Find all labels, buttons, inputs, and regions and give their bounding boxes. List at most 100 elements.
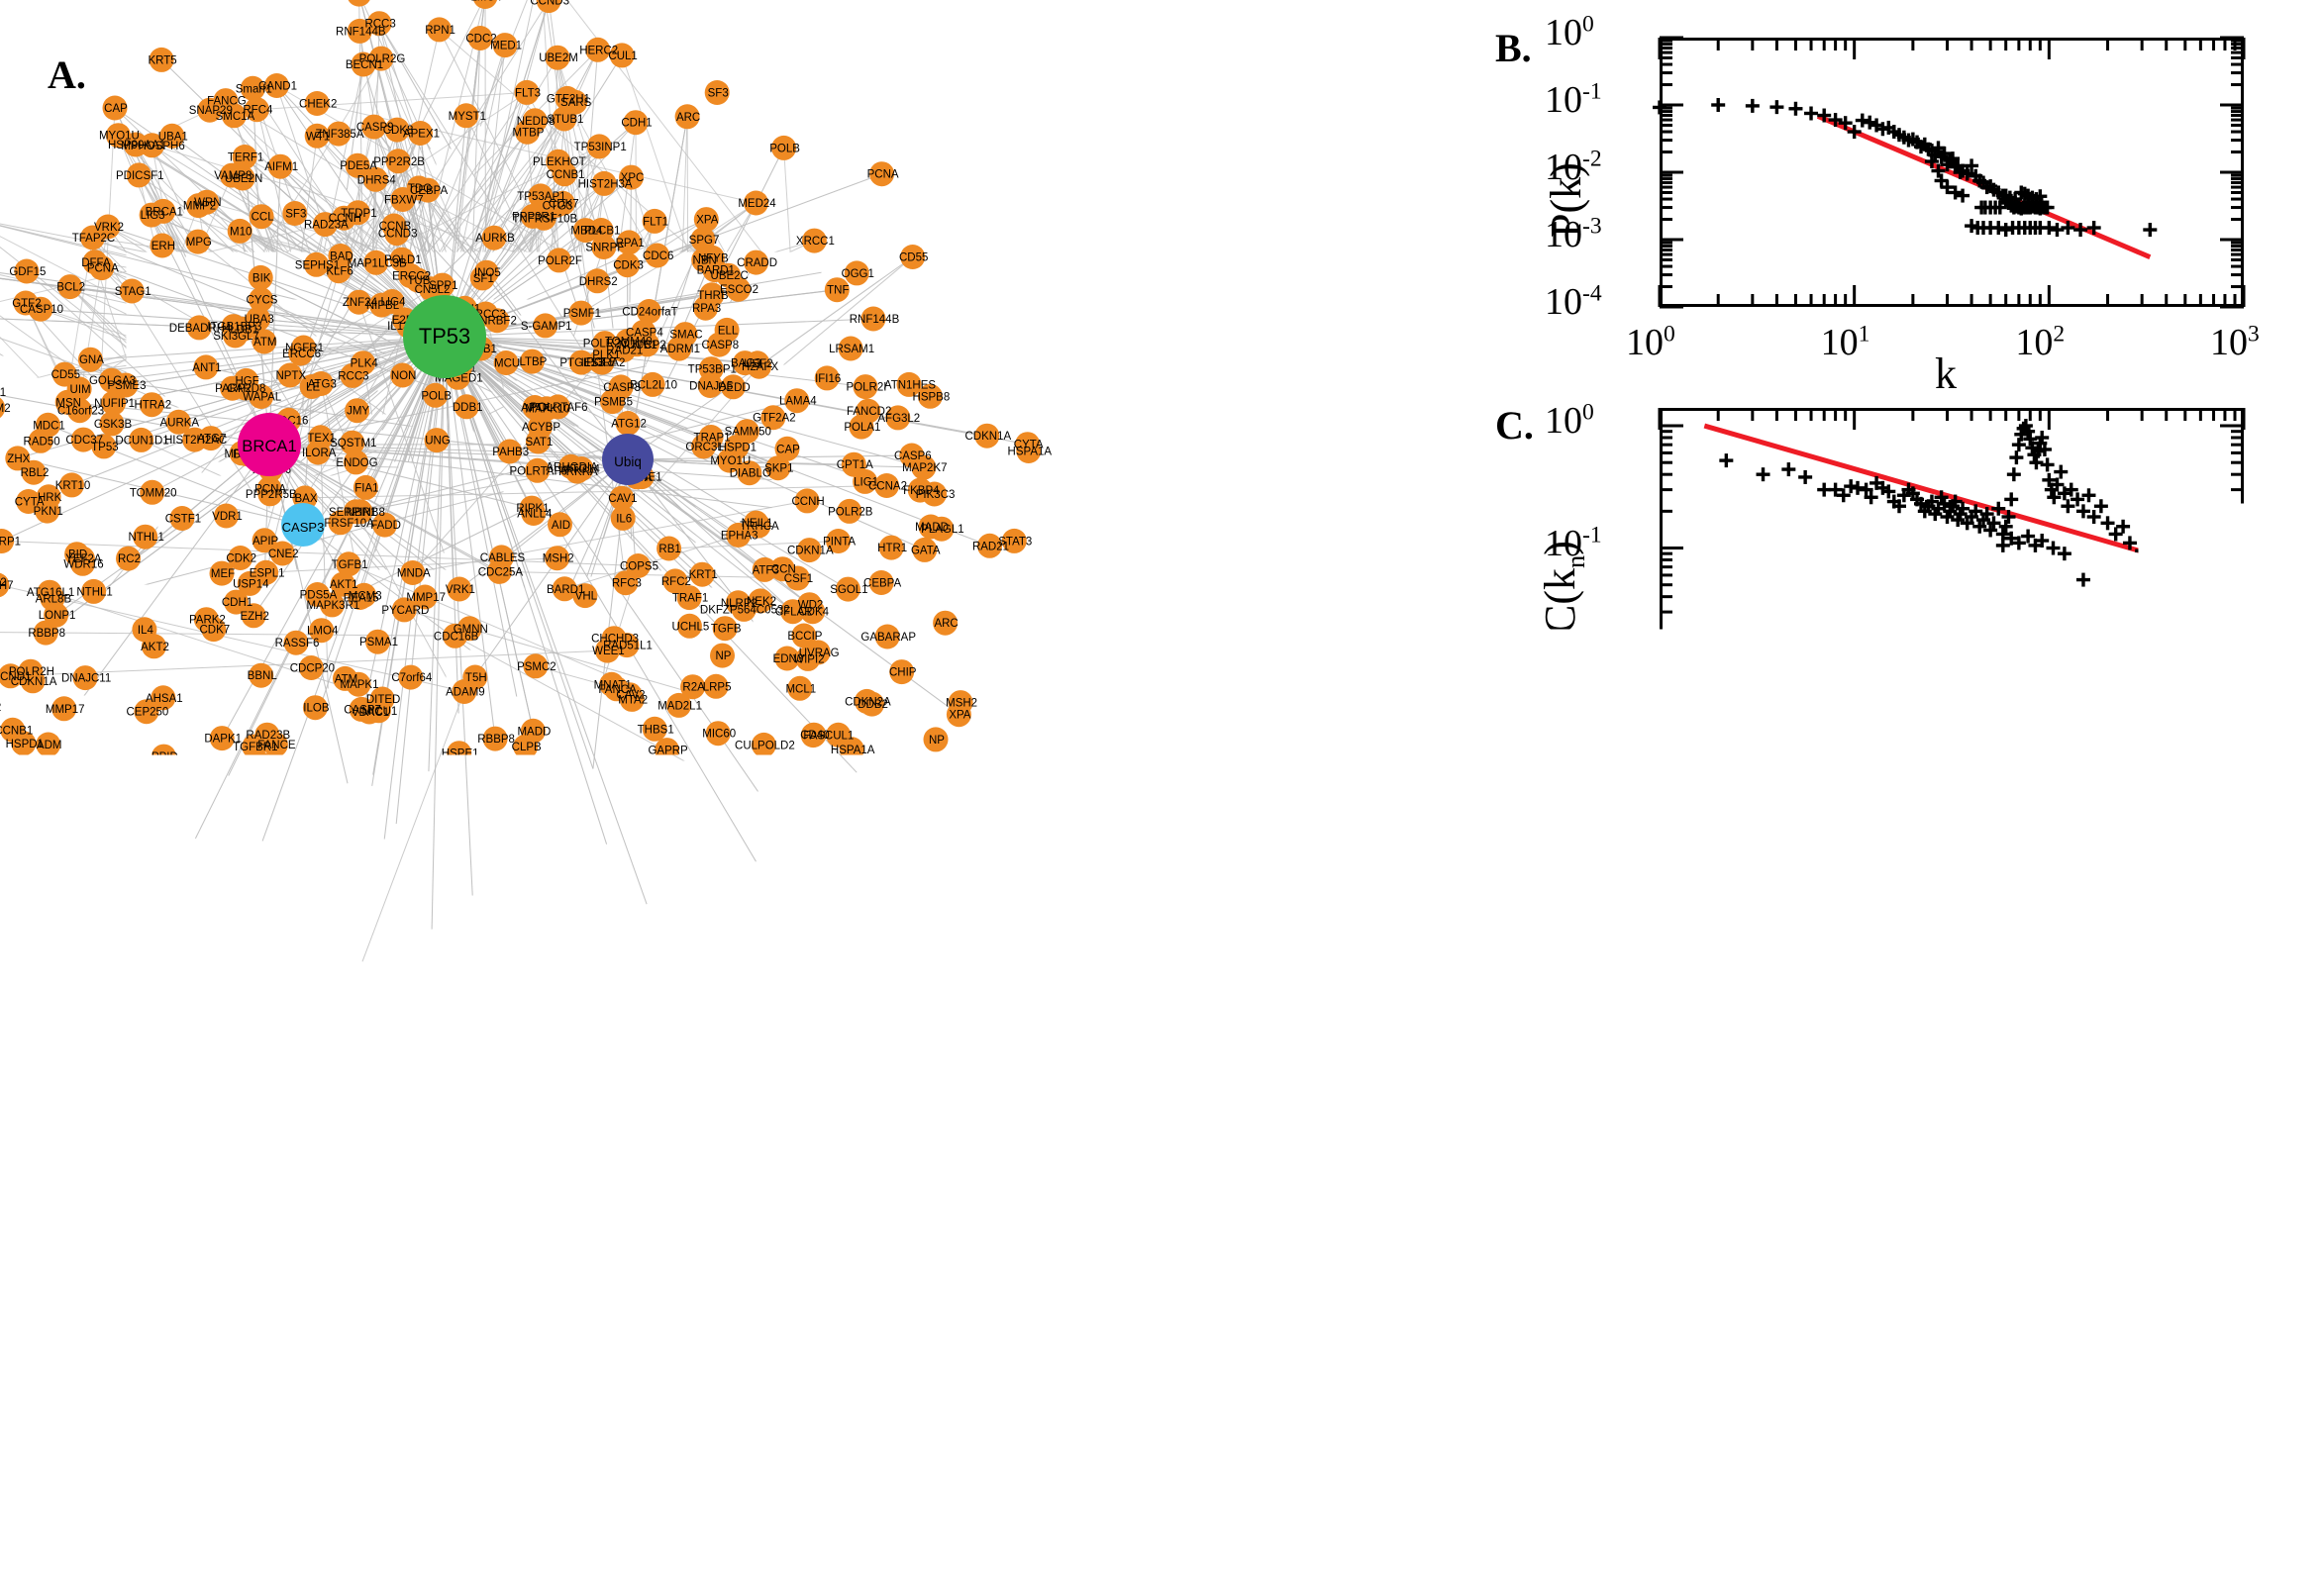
panel-d-xticklabel: 100 xyxy=(1626,1016,1675,1059)
network-node-label: CDK7 xyxy=(888,776,919,788)
network-node-label: RNF144B xyxy=(850,314,900,326)
network-node-label: KRT10 xyxy=(55,480,91,492)
network-node-label: LRSAM1 xyxy=(829,344,874,355)
panel-b-yticklabel: 10-4 xyxy=(1545,280,1602,324)
network-node-label: CUL1 xyxy=(825,730,854,742)
network-node-label: WAPAL xyxy=(243,392,282,404)
panel-b-xticklabel: 103 xyxy=(2210,321,2260,364)
network-node-label: CEBPA xyxy=(863,578,901,590)
network-node-label: RAD23B xyxy=(246,730,290,742)
network-node-label: WT1 xyxy=(306,131,330,143)
network-node-label: TGFBR1 xyxy=(233,742,277,753)
network-node-label: MTBP xyxy=(513,127,545,139)
network-node-label: MPG xyxy=(186,237,212,249)
network-node-label: VDR1 xyxy=(212,511,243,523)
network-node-label: CDC25A xyxy=(478,566,524,578)
network-node-label: HTRA2 xyxy=(134,400,171,412)
network-node-label: MYO1U xyxy=(99,131,140,143)
network-node-label: PDS5A xyxy=(300,590,338,602)
network-node-label: NGFR1 xyxy=(285,343,324,354)
network-node-label: MAP4K4 xyxy=(207,771,252,783)
network-node-label: MCU xyxy=(494,358,520,370)
panel-c-fit-line xyxy=(1704,426,2160,556)
network-node-label: MDM2 xyxy=(0,403,11,415)
network-node-label: RPN1 xyxy=(425,25,455,37)
network-node-label: FBXW7 xyxy=(384,195,424,207)
network-node-label: RASSF6 xyxy=(275,638,320,649)
network-node-label: SGOL1 xyxy=(830,584,867,596)
network-node-label: TRAP1 xyxy=(545,869,581,881)
network-node-label: AURKB xyxy=(475,233,515,245)
network-node-label: GTF2A2 xyxy=(753,413,795,425)
network-node-label: ATM xyxy=(335,673,357,685)
network-node-label: LTBP xyxy=(519,356,547,368)
network-node-label: HRK xyxy=(38,492,62,504)
network-node-label: GATA xyxy=(911,545,941,556)
network-node-label: SKI3GL7 xyxy=(213,331,259,343)
network-node-label: MYO1U xyxy=(710,455,751,467)
network-node-label: BCLAF1 xyxy=(273,784,316,796)
network-node-label: OGG1 xyxy=(842,268,874,280)
network-node-label: UBE2N xyxy=(225,173,262,185)
network-node-label: TAGAP xyxy=(620,832,657,844)
network-node-label: AMY xyxy=(776,813,801,825)
panel-d-ticks xyxy=(1660,675,2244,1002)
network-node-label: TG1 xyxy=(492,763,514,775)
network-node-label: MTX1 xyxy=(249,787,279,799)
network-node-label: FLT1 xyxy=(643,216,668,228)
network-node-label: PPA1 xyxy=(550,921,578,933)
network-node-label: GTAT xyxy=(452,874,480,886)
network-node-label: SMAC xyxy=(669,330,702,342)
network-node-label: DHRS2 xyxy=(579,276,618,288)
network-node-label: XPA xyxy=(696,215,718,227)
network-node-label: ESCO2 xyxy=(720,284,758,296)
network-node-label: MAD2L1 xyxy=(657,700,702,712)
network-node-label: ARC xyxy=(676,112,700,124)
panel-c-yticklabel: 100 xyxy=(1545,399,1594,443)
network-node-label: PSMF1 xyxy=(563,308,601,320)
network-node-label: KRT1 xyxy=(689,569,718,581)
network-node-label: TOMM20 xyxy=(130,487,177,499)
network-node-label: ATN1HES xyxy=(884,379,937,391)
network-node-label: PDICSF1 xyxy=(116,170,164,182)
network-node-label: RAD21 xyxy=(972,541,1009,552)
network-node-label: FADD xyxy=(370,520,401,532)
network-node-label: CCNH xyxy=(791,496,824,508)
network-node-label: MSH2 xyxy=(946,698,977,710)
network-node-label: EZR xyxy=(586,849,609,861)
network-node-label: SQSTM1 xyxy=(330,438,376,449)
network-node-label: IL6 xyxy=(616,513,632,525)
network-node-label: AKT2 xyxy=(96,820,125,832)
network-node-label: RCC3 xyxy=(338,370,368,382)
network-node-label: PSMC2 xyxy=(0,702,1,714)
network-node-label: DITED xyxy=(582,951,617,963)
network-node-label: CASP9 xyxy=(356,122,394,134)
network-node-label: AURKA xyxy=(159,417,199,429)
network-node-label: CAV2 xyxy=(616,690,645,702)
network-node-label: ADAM9 xyxy=(446,687,485,699)
network-node-label: RB1 xyxy=(658,544,680,555)
network-node-label: SNAP29 xyxy=(189,105,233,117)
network-node-label: POLR2F xyxy=(538,255,582,267)
network-node-label: CDKN1A xyxy=(964,431,1011,443)
network-node-label: STUB1 xyxy=(547,114,583,126)
network-node-label: MBD4 xyxy=(570,226,603,238)
network-node-label: E2F4 xyxy=(781,791,809,803)
network-node-label: RNF8 xyxy=(562,767,592,779)
network-node-label: BABAM1 xyxy=(0,387,6,399)
network-node-label: TUB xyxy=(407,275,430,287)
network-node-label: CAP xyxy=(776,444,800,455)
network-node-label: NLRP2 xyxy=(515,969,552,981)
network-node-label: CCND1 xyxy=(0,671,31,683)
panel-b-xticklabel: 102 xyxy=(2015,321,2065,364)
network-node-label: GMNN xyxy=(454,624,488,636)
network-node-label: MADD xyxy=(517,726,551,738)
network-node-label: CDCP20 xyxy=(290,663,335,675)
network-node-label: LMO4 xyxy=(307,626,339,638)
network-node-label: APEX1 xyxy=(403,129,440,141)
network-node-label: PYCARD xyxy=(381,605,429,617)
network-node-label: ADRM1 xyxy=(660,344,700,355)
network-node-label: LAMA4 xyxy=(779,396,817,408)
network-node-label: CASP8 xyxy=(701,340,739,351)
network-node-label: MSN xyxy=(55,397,81,409)
